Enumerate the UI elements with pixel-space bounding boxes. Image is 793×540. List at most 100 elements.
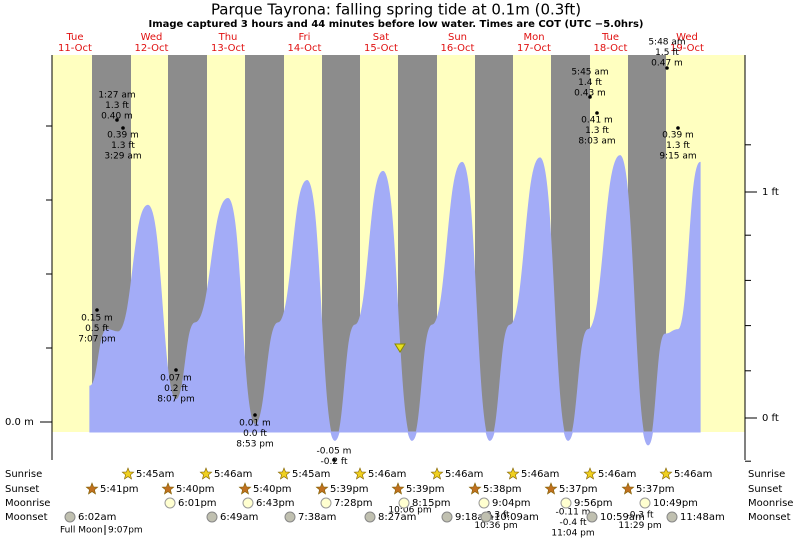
- sunrise-time: 5:46am: [674, 469, 712, 480]
- extreme-label: -0.3 ft: [627, 511, 654, 521]
- extreme-label: 8:53 pm: [236, 440, 274, 450]
- sunrise-time: 5:46am: [445, 469, 483, 480]
- extreme-label: 0.41 m: [581, 116, 613, 126]
- moon-phase: Full Moon: [60, 526, 103, 536]
- extreme-label: -0.3 ft: [483, 511, 510, 521]
- row-label-right: Moonset: [748, 512, 791, 523]
- day-date: 14-Oct: [288, 43, 322, 54]
- moon-icon: [441, 511, 453, 523]
- row-label-right: Moonrise: [748, 498, 793, 509]
- sunrise-time: 5:45am: [136, 469, 174, 480]
- row-label-right: Sunrise: [748, 469, 785, 480]
- extreme-label: 10:06 pm: [388, 506, 431, 516]
- extreme-label: 1.3 ft: [666, 141, 690, 151]
- moonrise-time: 6:01pm: [178, 498, 217, 509]
- sun-icon: [121, 467, 135, 480]
- moon-phase-time: 9:07pm: [108, 526, 143, 536]
- extreme-label: 1.3 ft: [585, 126, 609, 136]
- extreme-label: 0.39 m: [107, 131, 139, 141]
- day-date: 15-Oct: [364, 43, 398, 54]
- moon-icon: [206, 511, 218, 523]
- current-marker: [394, 343, 406, 353]
- extreme-label: 0.2 ft: [164, 384, 188, 394]
- extreme-label: 0.39 m: [662, 131, 694, 141]
- extreme-dot: [676, 126, 680, 130]
- extreme-dot: [665, 66, 669, 70]
- moonrise-time: 9:56pm: [574, 498, 613, 509]
- extreme-label: 1.4 ft: [578, 78, 602, 88]
- moonrise-time: 10:49pm: [653, 498, 698, 509]
- day-name: Mon: [523, 32, 544, 43]
- sunrise-time: 5:46am: [368, 469, 406, 480]
- sun-icon: [353, 467, 367, 480]
- day-date: 11-Oct: [58, 43, 92, 54]
- moonrise-time: 8:15pm: [412, 498, 451, 509]
- moonset-time: 8:27am: [378, 512, 416, 523]
- moonrise-time: 6:43pm: [256, 498, 295, 509]
- day-name: Thu: [218, 32, 238, 43]
- sun-icon: [85, 482, 99, 495]
- extreme-dot: [95, 308, 99, 312]
- moon-icon: [480, 511, 492, 523]
- extreme-dot: [253, 413, 257, 417]
- day-date: 19-Oct: [670, 43, 704, 54]
- extreme-dot: [332, 458, 336, 462]
- extreme-label: 0.15 m: [81, 314, 113, 324]
- row-label-right: Sunset: [748, 484, 782, 495]
- moonrise-time: 9:04pm: [492, 498, 531, 509]
- day-name: Sun: [448, 32, 467, 43]
- sunset-time: 5:41pm: [100, 484, 139, 495]
- extreme-label: 0.01 m: [239, 419, 271, 429]
- day-date: 16-Oct: [441, 43, 475, 54]
- moon-icon: [364, 511, 376, 523]
- sunset-time: 5:40pm: [253, 484, 292, 495]
- extreme-label: 1.5 ft: [655, 48, 679, 58]
- sun-icon: [161, 482, 175, 495]
- moonset-time: 7:38am: [298, 512, 336, 523]
- sun-icon: [277, 467, 291, 480]
- row-label: Moonset: [5, 512, 48, 523]
- row-label: Sunset: [5, 484, 39, 495]
- moon-icon: [164, 497, 176, 509]
- right-tick-label: 0 ft: [762, 413, 779, 424]
- day-name: Sat: [373, 32, 389, 43]
- extreme-dot: [588, 95, 592, 99]
- extreme-label: 5:45 am: [571, 68, 608, 78]
- left-tick-label: 0.0 m: [5, 417, 34, 428]
- day-name: Tue: [601, 32, 619, 43]
- moon-icon: [64, 511, 76, 523]
- day-date: 12-Oct: [135, 43, 169, 54]
- extreme-label: 0.43 m: [574, 89, 606, 99]
- extreme-label: -0.4 ft: [560, 518, 587, 528]
- sun-icon: [468, 482, 482, 495]
- extreme-label: 5:48 am: [648, 38, 685, 48]
- moonrise-time: 7:28pm: [334, 498, 373, 509]
- right-tick-label: 1 ft: [762, 187, 779, 198]
- extreme-dot: [121, 126, 125, 130]
- sunset-time: 5:39pm: [330, 484, 369, 495]
- moon-icon: [586, 511, 598, 523]
- extreme-label: 3:29 am: [104, 152, 141, 162]
- extreme-dot: [174, 368, 178, 372]
- extreme-label: 1.3 ft: [105, 101, 129, 111]
- sun-icon: [315, 482, 329, 495]
- moon-icon: [666, 511, 678, 523]
- day-name: Tue: [65, 32, 83, 43]
- moonset-time: 11:48am: [680, 512, 725, 523]
- moon-icon: [639, 497, 651, 509]
- sun-icon: [583, 467, 597, 480]
- extreme-label: 1.3 ft: [111, 141, 135, 151]
- sun-icon: [621, 482, 635, 495]
- moon-icon: [284, 511, 296, 523]
- extreme-label: 8:03 am: [578, 137, 615, 147]
- extreme-label: 7:07 pm: [78, 335, 116, 345]
- extreme-label: -0.11 m: [556, 508, 591, 518]
- moon-icon: [242, 497, 254, 509]
- extreme-label: 0.0 ft: [243, 429, 267, 439]
- extreme-label: 0.07 m: [160, 374, 192, 384]
- moonset-time: 9:18am: [455, 512, 493, 523]
- row-label: Sunrise: [5, 469, 42, 480]
- extreme-label: 1:27 am: [98, 91, 135, 101]
- moonset-time: 6:02am: [78, 512, 116, 523]
- extreme-label: 11:04 pm: [551, 529, 594, 539]
